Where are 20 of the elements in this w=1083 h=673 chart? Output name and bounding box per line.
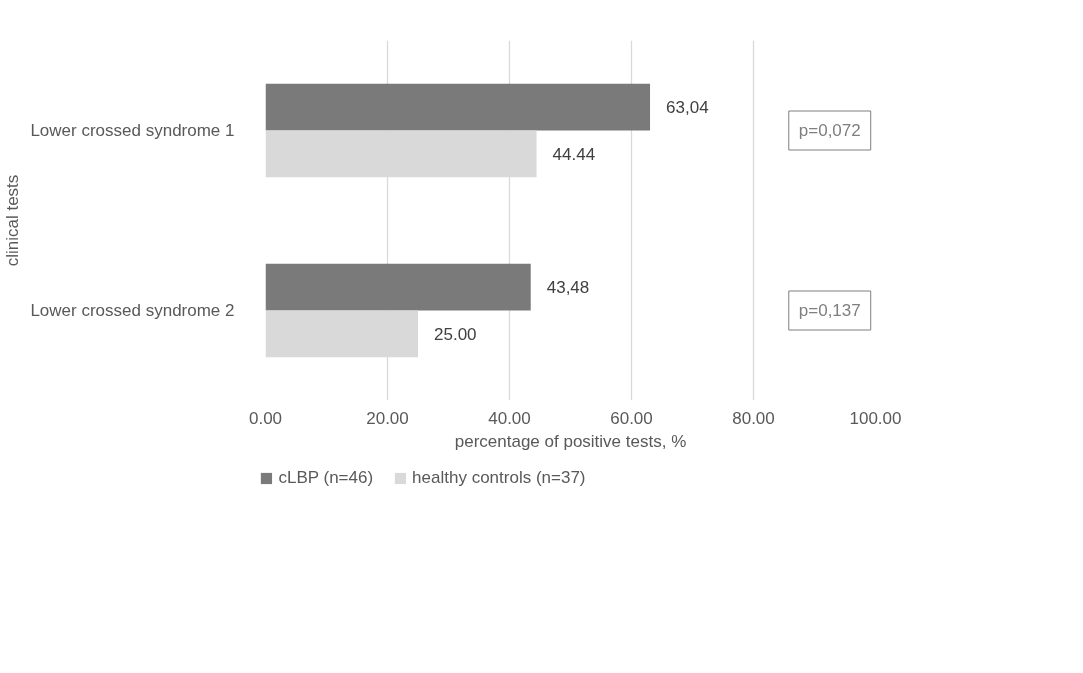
- legend-label: healthy controls (n=37): [412, 468, 586, 488]
- x-tick-label: 100.00: [849, 408, 902, 428]
- legend-label: cLBP (n=46): [278, 468, 374, 488]
- x-tick-label: 20.00: [366, 408, 409, 428]
- x-tick-label: 40.00: [488, 408, 531, 428]
- data-label: 25.00: [434, 324, 477, 344]
- bar: [265, 83, 651, 131]
- x-axis-title: percentage of positive tests, %: [454, 431, 687, 451]
- x-tick-label: 60.00: [610, 408, 653, 428]
- y-axis-title: clinical tests: [3, 174, 23, 267]
- y-tick-label: Lower crossed syndrome 1: [30, 121, 235, 140]
- data-label: 63,04: [666, 98, 709, 118]
- data-label: 43,48: [546, 278, 590, 298]
- annotation: p=0,072: [798, 121, 861, 140]
- x-tick-label: 80.00: [732, 408, 775, 428]
- annotation: p=0,137: [798, 301, 861, 320]
- bar: [265, 263, 531, 311]
- data-label: 44.44: [552, 144, 596, 164]
- y-tick-label: Lower crossed syndrome 2: [30, 301, 235, 320]
- x-tick-label: 0.00: [248, 408, 283, 428]
